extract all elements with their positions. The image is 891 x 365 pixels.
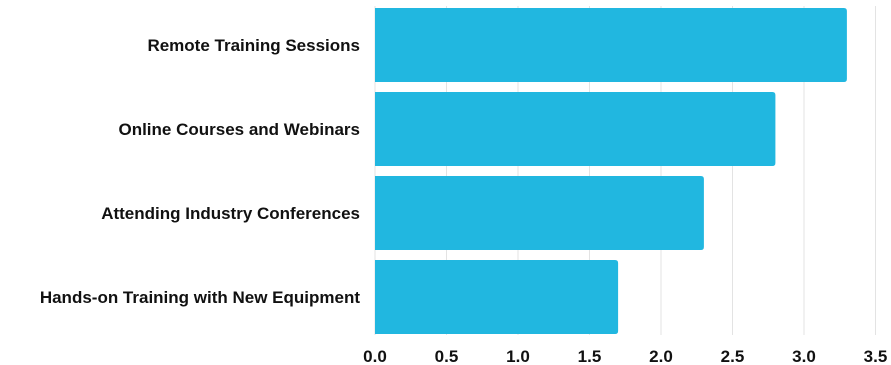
x-tick-label: 0.0 (363, 347, 387, 365)
x-tick-label: 3.5 (864, 347, 888, 365)
bar (375, 8, 847, 82)
bar (375, 176, 704, 250)
x-tick-label: 0.5 (435, 347, 459, 365)
category-axis: Remote Training Sessions Online Courses a… (40, 36, 361, 307)
bar (375, 92, 776, 166)
x-tick-label: 3.0 (792, 347, 816, 365)
category-label: Attending Industry Conferences (101, 204, 360, 223)
bar-layer (375, 8, 847, 334)
value-axis: 0.0 0.5 1.0 1.5 2.0 2.5 3.0 3.5 (363, 347, 887, 365)
category-label: Online Courses and Webinars (118, 120, 360, 139)
category-label: Hands-on Training with New Equipment (40, 288, 361, 307)
x-tick-label: 1.0 (506, 347, 530, 365)
x-tick-label: 2.0 (649, 347, 673, 365)
x-tick-label: 2.5 (721, 347, 745, 365)
bar (375, 260, 619, 334)
x-tick-label: 1.5 (578, 347, 602, 365)
category-label: Remote Training Sessions (147, 36, 360, 55)
